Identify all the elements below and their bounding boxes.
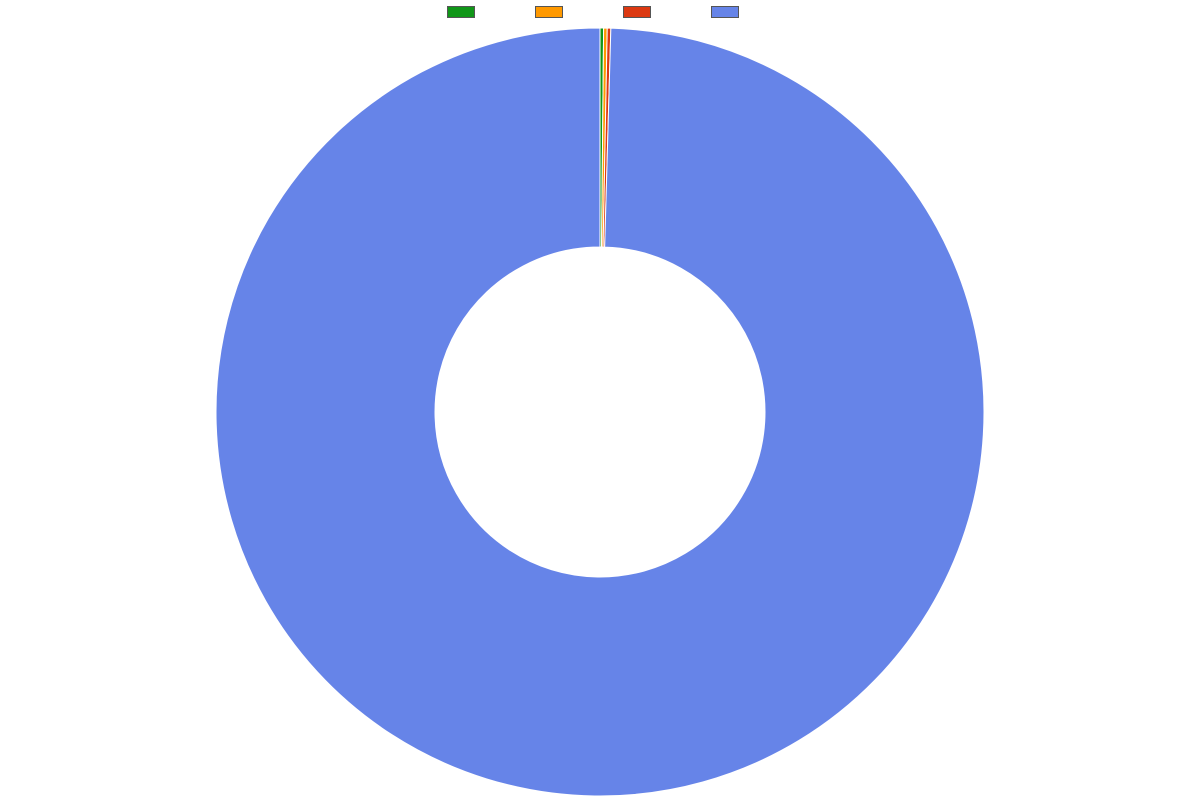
donut-chart: [0, 0, 1200, 800]
